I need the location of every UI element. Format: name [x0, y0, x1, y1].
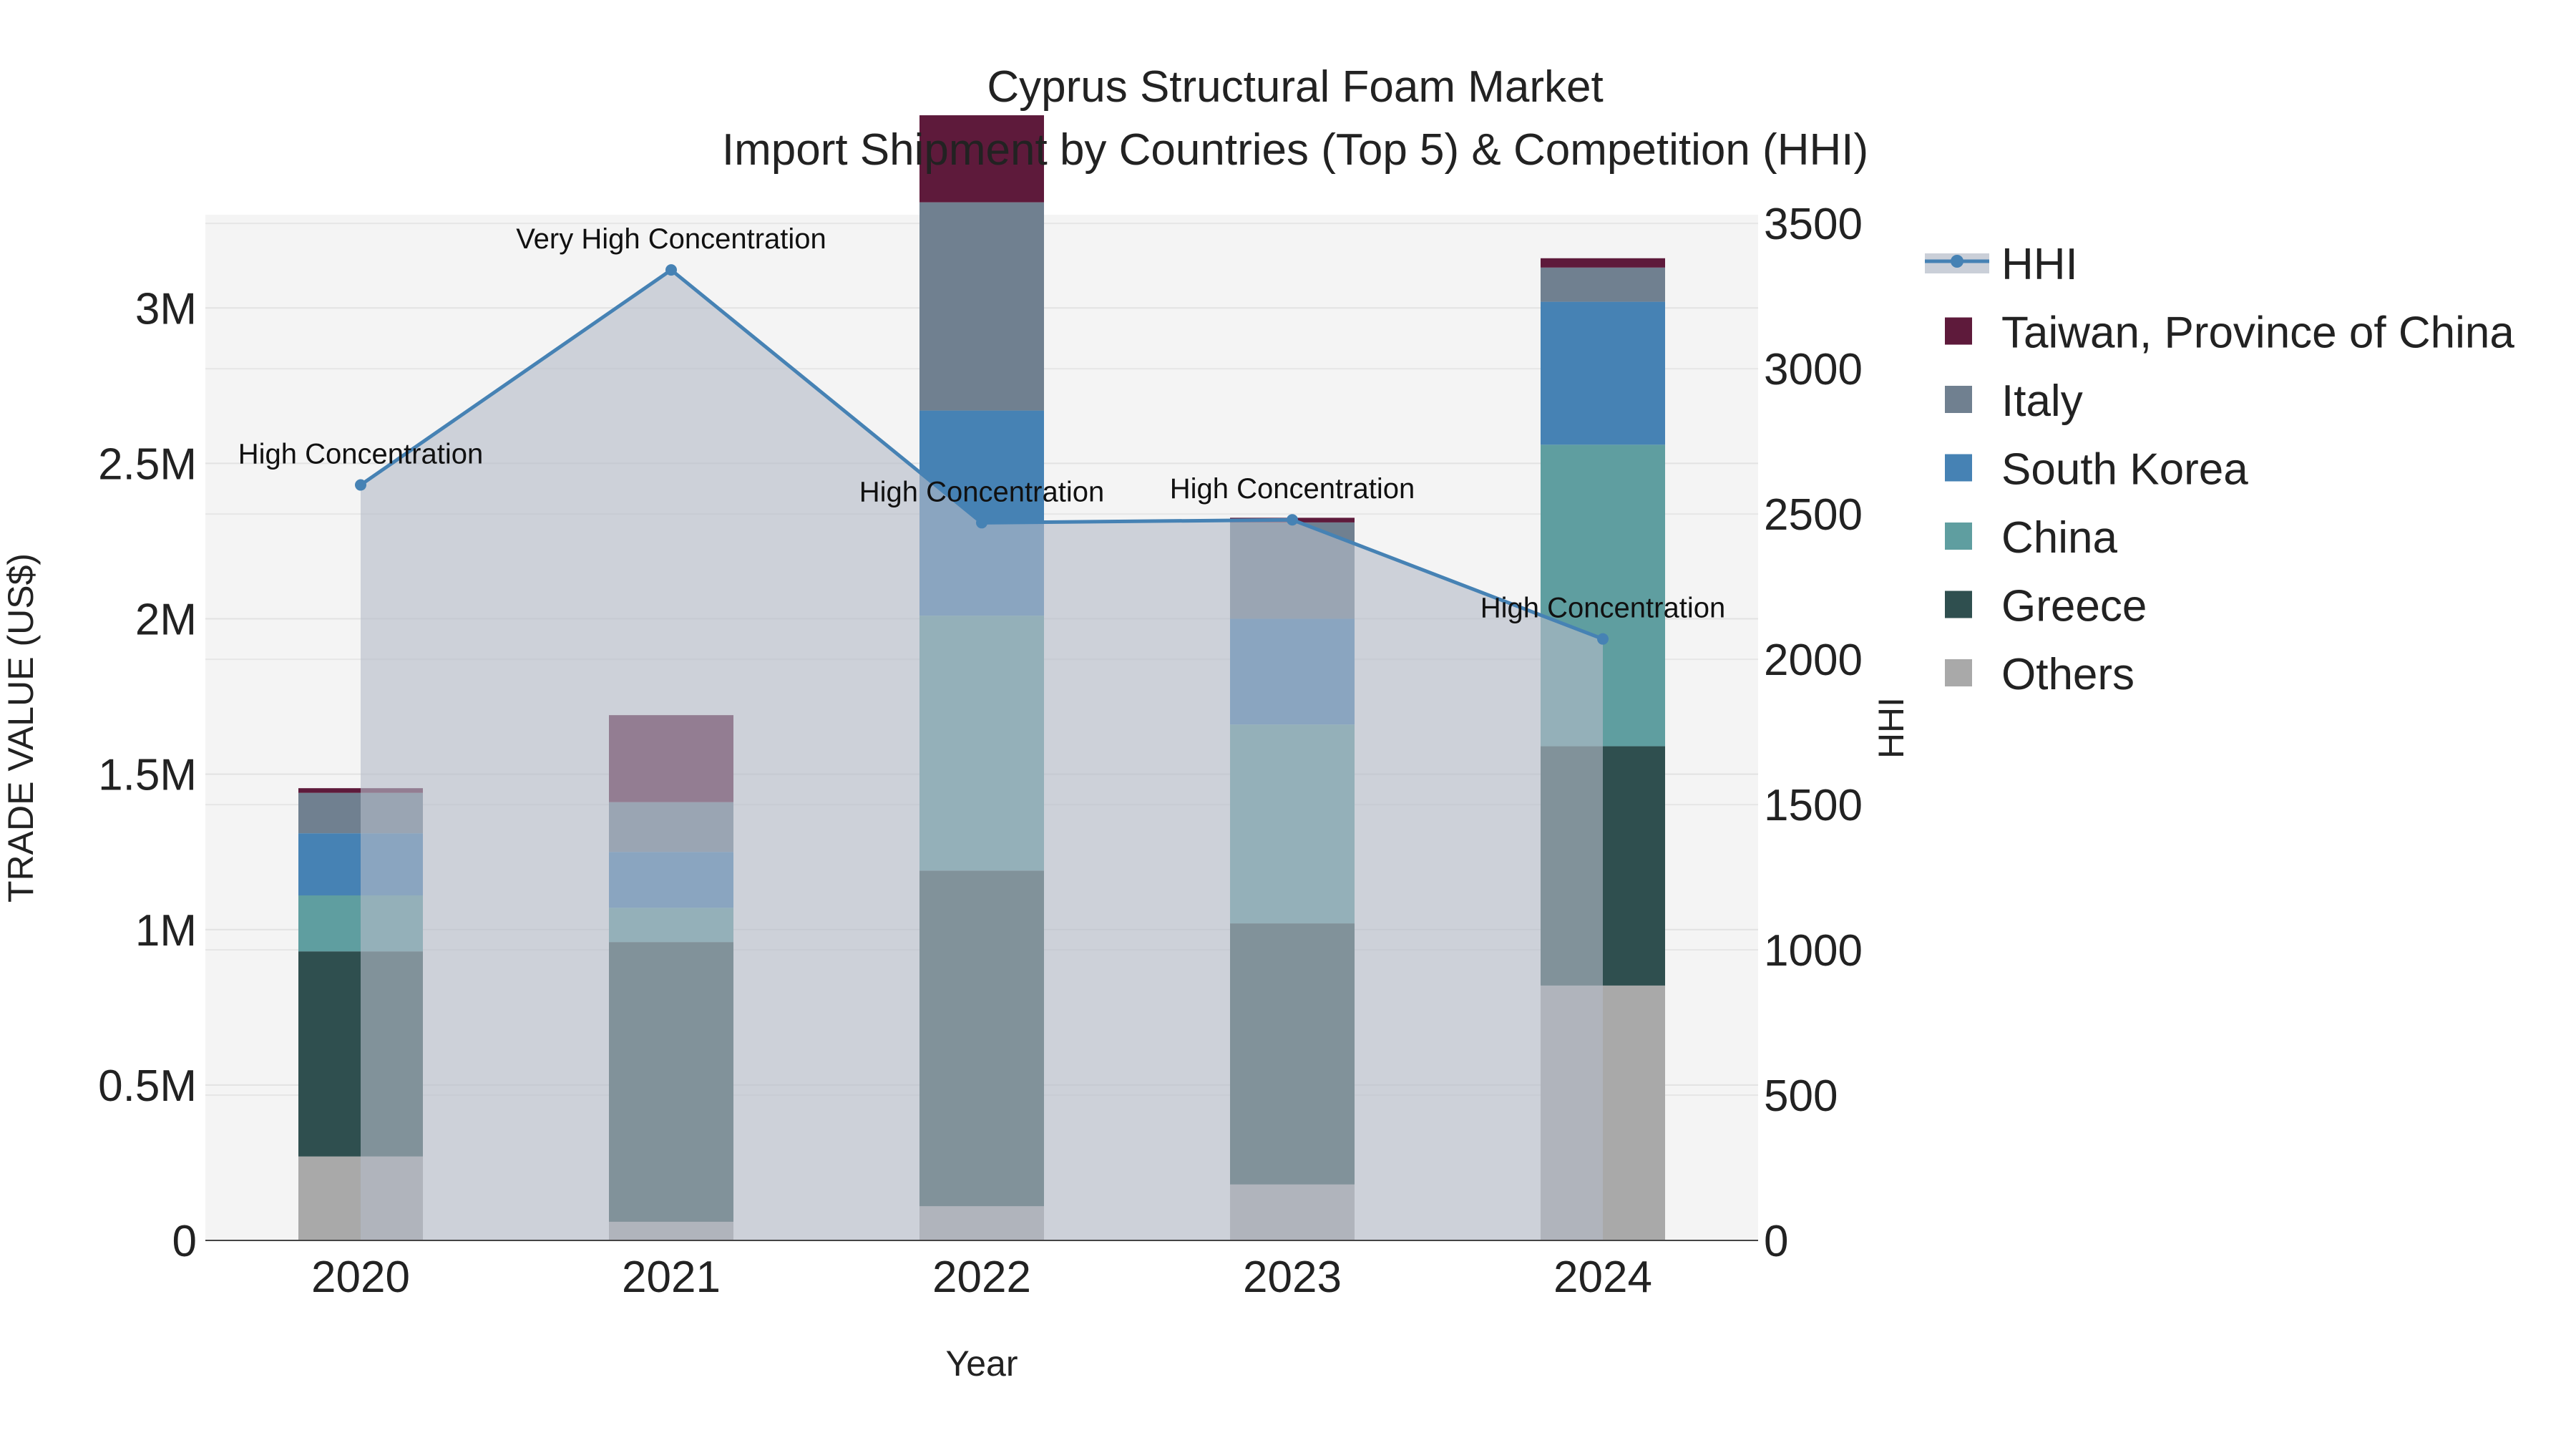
x-tick-label: 2022 — [932, 1253, 1031, 1302]
y-axis-ticks: 0 0.5M 1M 1.5M 2M 2.5M 3M — [98, 284, 197, 1266]
y-axis-title: TRADE VALUE (US$) — [1, 553, 41, 903]
y2-tick-label: 2000 — [1764, 636, 1863, 685]
legend-label-greece: Greece — [2001, 582, 2147, 631]
legend-swatch-taiwan-province-of-china — [1945, 317, 1972, 345]
hhi-annotation-2022: High Concentration — [859, 476, 1104, 507]
y-tick-label: 0.5M — [98, 1061, 197, 1111]
legend-label-china: China — [2001, 513, 2118, 563]
legend-swatch-greece — [1945, 591, 1972, 618]
y2-axis-title: HHI — [1871, 697, 1911, 759]
hhi-marker-2021 — [665, 264, 677, 276]
legend-hhi-swatch-marker — [1951, 255, 1963, 268]
x-tick-label: 2023 — [1243, 1253, 1342, 1302]
legend-label-south-korea: South Korea — [2001, 445, 2248, 495]
y-tick-label: 2M — [135, 596, 197, 645]
chart-title-line2: Import Shipment by Countries (Top 5) & C… — [722, 125, 1868, 175]
hhi-annotation-2023: High Concentration — [1170, 473, 1415, 505]
bar-taiwan-province-of-china-2022 — [919, 115, 1044, 203]
y2-tick-label: 500 — [1764, 1071, 1838, 1121]
bar-italy-2024 — [1541, 267, 1665, 302]
hhi-marker-2024 — [1597, 633, 1609, 645]
y-tick-label: 1.5M — [98, 751, 197, 800]
hhi-labels-layer: High Concentration Very High Concentratio… — [238, 223, 1725, 624]
hhi-area-layer — [361, 270, 1603, 1240]
x-tick-label: 2020 — [311, 1253, 410, 1302]
legend-label-taiwan-province-of-china: Taiwan, Province of China — [2001, 308, 2514, 358]
legend-label-italy: Italy — [2001, 376, 2083, 426]
y-tick-label: 2.5M — [98, 439, 197, 489]
y2-tick-label: 1000 — [1764, 926, 1863, 976]
y2-tick-label: 1500 — [1764, 781, 1863, 830]
y-tick-label: 0 — [172, 1217, 197, 1266]
legend-label-hhi: HHI — [2001, 240, 2078, 289]
hhi-annotation-2020: High Concentration — [238, 439, 483, 470]
chart-title-line1: Cyprus Structural Foam Market — [987, 62, 1603, 112]
legend-label-others: Others — [2001, 650, 2135, 699]
legend-swatch-others — [1945, 659, 1972, 686]
legend-swatch-south-korea — [1945, 454, 1972, 482]
hhi-area — [361, 270, 1603, 1240]
x-axis-ticks: 2020 2021 2022 2023 2024 — [311, 1253, 1652, 1302]
y2-tick-label: 2500 — [1764, 490, 1863, 540]
y-tick-label: 1M — [135, 906, 197, 956]
x-tick-label: 2021 — [622, 1253, 721, 1302]
y2-tick-label: 0 — [1764, 1217, 1788, 1266]
bar-italy-2022 — [919, 202, 1044, 411]
bar-south-korea-2024 — [1541, 301, 1665, 445]
hhi-line-layer — [355, 264, 1609, 645]
x-tick-label: 2024 — [1553, 1253, 1652, 1302]
y2-axis-ticks: 0 500 1000 1500 2000 2500 3000 3500 — [1764, 200, 1863, 1266]
hhi-marker-2022 — [976, 517, 987, 529]
hhi-marker-2023 — [1287, 514, 1298, 526]
legend: HHI Taiwan, Province of China Italy South K… — [1925, 240, 2514, 699]
legend-swatch-china — [1945, 523, 1972, 550]
hhi-annotation-2021: Very High Concentration — [516, 223, 826, 255]
x-axis-title: Year — [945, 1343, 1018, 1384]
hhi-annotation-2024: High Concentration — [1480, 593, 1725, 624]
y-tick-label: 3M — [135, 284, 197, 334]
y2-tick-label: 3500 — [1764, 200, 1863, 249]
y2-tick-label: 3000 — [1764, 345, 1863, 394]
hhi-marker-2020 — [355, 479, 366, 491]
bar-taiwan-province-of-china-2024 — [1541, 258, 1665, 268]
legend-swatch-italy — [1945, 386, 1972, 413]
